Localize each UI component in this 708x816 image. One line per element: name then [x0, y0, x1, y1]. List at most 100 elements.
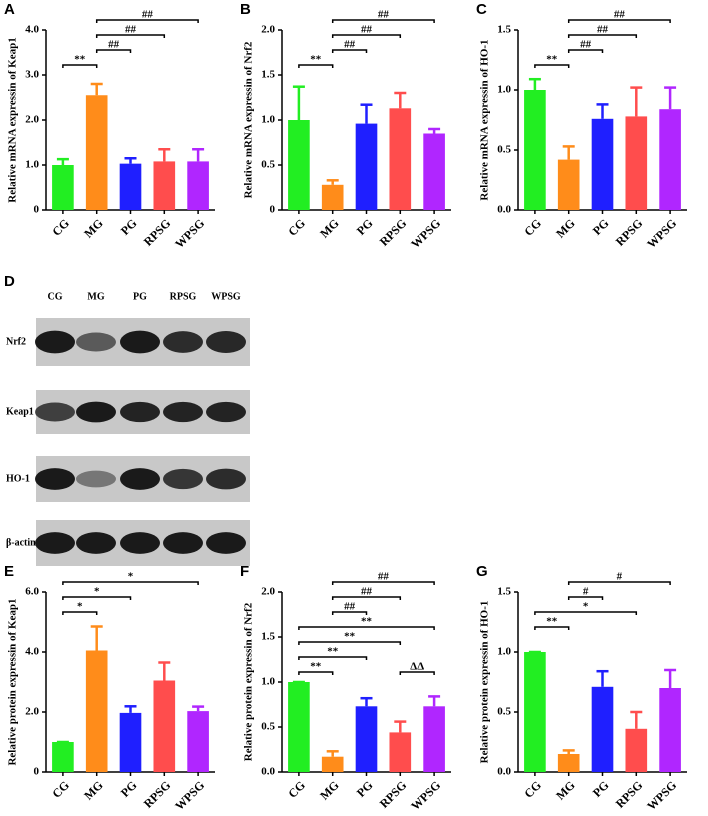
- bar: [423, 706, 445, 772]
- bar: [591, 118, 614, 210]
- panel-label: D: [4, 273, 15, 290]
- x-tick-label: CG: [521, 216, 544, 239]
- x-tick-label: WPSG: [644, 216, 679, 251]
- significance-bracket: [567, 49, 604, 53]
- lane-label: CG: [48, 291, 63, 302]
- bar: [625, 116, 648, 210]
- y-axis-label: Relative protein expressin of Nrf2: [243, 602, 255, 761]
- y-tick-label: 1.5: [497, 24, 511, 36]
- y-axis-label: Relative mRNA expressin of HO-1: [479, 39, 491, 200]
- lane-label: WPSG: [211, 291, 241, 302]
- significance-bracket: [95, 34, 166, 38]
- significance-bracket: [62, 581, 199, 585]
- significance-bracket: [62, 611, 98, 615]
- panel-label: A: [4, 1, 15, 18]
- significance-bracket: [534, 64, 570, 68]
- x-tick-label: CG: [49, 778, 72, 801]
- significance-label: ##: [344, 39, 356, 51]
- y-tick-label: 2.0: [25, 706, 39, 718]
- significance-label: *: [128, 571, 134, 583]
- x-tick-label: PG: [354, 216, 376, 238]
- significance-bracket: [62, 64, 98, 68]
- significance-bracket: [331, 34, 402, 38]
- significance-label: ##: [580, 39, 592, 51]
- significance-bracket: [567, 596, 604, 600]
- x-tick-label: MG: [317, 778, 342, 803]
- x-tick-label: CG: [49, 216, 72, 239]
- significance-label: **: [361, 616, 373, 628]
- lane-label: PG: [133, 291, 147, 302]
- x-tick-label: MG: [81, 216, 106, 241]
- y-tick-label: 0.0: [497, 204, 511, 216]
- significance-label: ##: [378, 571, 390, 583]
- x-tick-label: MG: [553, 778, 578, 803]
- x-tick-label: RPSG: [377, 216, 410, 249]
- blot-band: [76, 470, 116, 488]
- blot-band: [120, 330, 160, 354]
- x-tick-label: CG: [521, 778, 544, 801]
- bar: [119, 163, 142, 210]
- bar: [321, 756, 344, 772]
- bar: [557, 159, 580, 210]
- y-tick-label: 1.0: [497, 84, 511, 96]
- bar: [52, 742, 74, 772]
- significance-label: **: [310, 54, 322, 66]
- significance-label: **: [327, 646, 339, 658]
- blot-band: [206, 401, 246, 423]
- bar: [591, 686, 614, 772]
- bar: [355, 706, 378, 772]
- significance-bracket: [399, 671, 435, 675]
- significance-label: ΔΔ: [410, 661, 424, 673]
- significance-label: ##: [614, 9, 626, 21]
- blot-band: [120, 532, 160, 554]
- y-axis-label: Relative protein expressin of HO-1: [479, 601, 491, 764]
- y-tick-label: 0.5: [261, 159, 275, 171]
- blot-band: [206, 468, 246, 490]
- x-tick-label: PG: [354, 778, 376, 800]
- blot-band: [35, 532, 75, 554]
- lane-label: RPSG: [170, 291, 197, 302]
- significance-label: **: [310, 661, 322, 673]
- y-tick-label: 0: [34, 204, 40, 216]
- x-tick-label: RPSG: [377, 778, 410, 811]
- significance-bracket: [298, 626, 435, 630]
- x-tick-label: CG: [285, 778, 308, 801]
- y-axis-label: Relative mRNA expressin of Keap1: [7, 37, 19, 202]
- significance-label: #: [617, 571, 623, 583]
- bar: [153, 680, 176, 772]
- y-tick-label: 1.0: [497, 646, 511, 658]
- significance-label: ##: [125, 24, 137, 36]
- significance-label: ##: [108, 39, 120, 51]
- bar: [625, 728, 648, 772]
- y-tick-label: 6.0: [25, 586, 39, 598]
- blot-band: [163, 468, 203, 490]
- x-tick-label: MG: [81, 778, 106, 803]
- x-tick-label: PG: [118, 778, 140, 800]
- y-tick-label: 2.0: [261, 24, 275, 36]
- y-tick-label: 0: [270, 204, 276, 216]
- bar: [423, 133, 445, 210]
- significance-label: ##: [378, 9, 390, 21]
- y-tick-label: 1.0: [261, 114, 275, 126]
- significance-label: ##: [597, 24, 609, 36]
- blot-band: [76, 401, 116, 423]
- bar: [52, 165, 74, 210]
- blot-band: [35, 402, 75, 422]
- y-tick-label: 0: [34, 766, 40, 778]
- bar: [288, 120, 310, 210]
- significance-label: *: [94, 586, 100, 598]
- significance-label: ##: [361, 24, 373, 36]
- y-axis-label: Relative protein expressin of Keap1: [7, 598, 19, 765]
- x-tick-label: WPSG: [172, 216, 207, 251]
- bar: [524, 90, 546, 210]
- bar: [85, 650, 108, 772]
- x-tick-label: RPSG: [141, 778, 174, 811]
- significance-bracket: [298, 64, 334, 68]
- significance-bracket: [567, 19, 671, 23]
- panel-label: B: [240, 1, 251, 18]
- significance-bracket: [95, 49, 132, 53]
- x-tick-label: PG: [590, 778, 612, 800]
- blot-band: [35, 330, 75, 354]
- y-tick-label: 2.0: [25, 114, 39, 126]
